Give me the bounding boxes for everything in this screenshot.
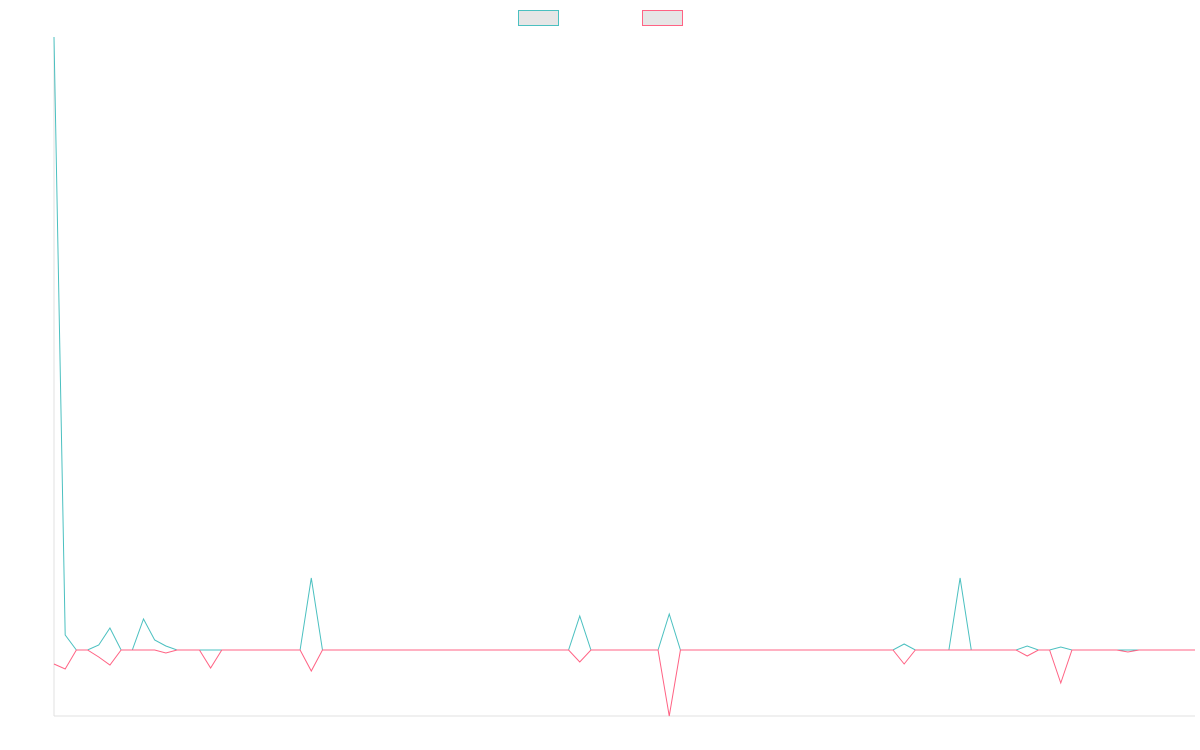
legend-swatch xyxy=(518,10,559,26)
legend-swatch xyxy=(642,10,683,26)
line xyxy=(53,649,1195,717)
line xyxy=(53,36,1195,651)
